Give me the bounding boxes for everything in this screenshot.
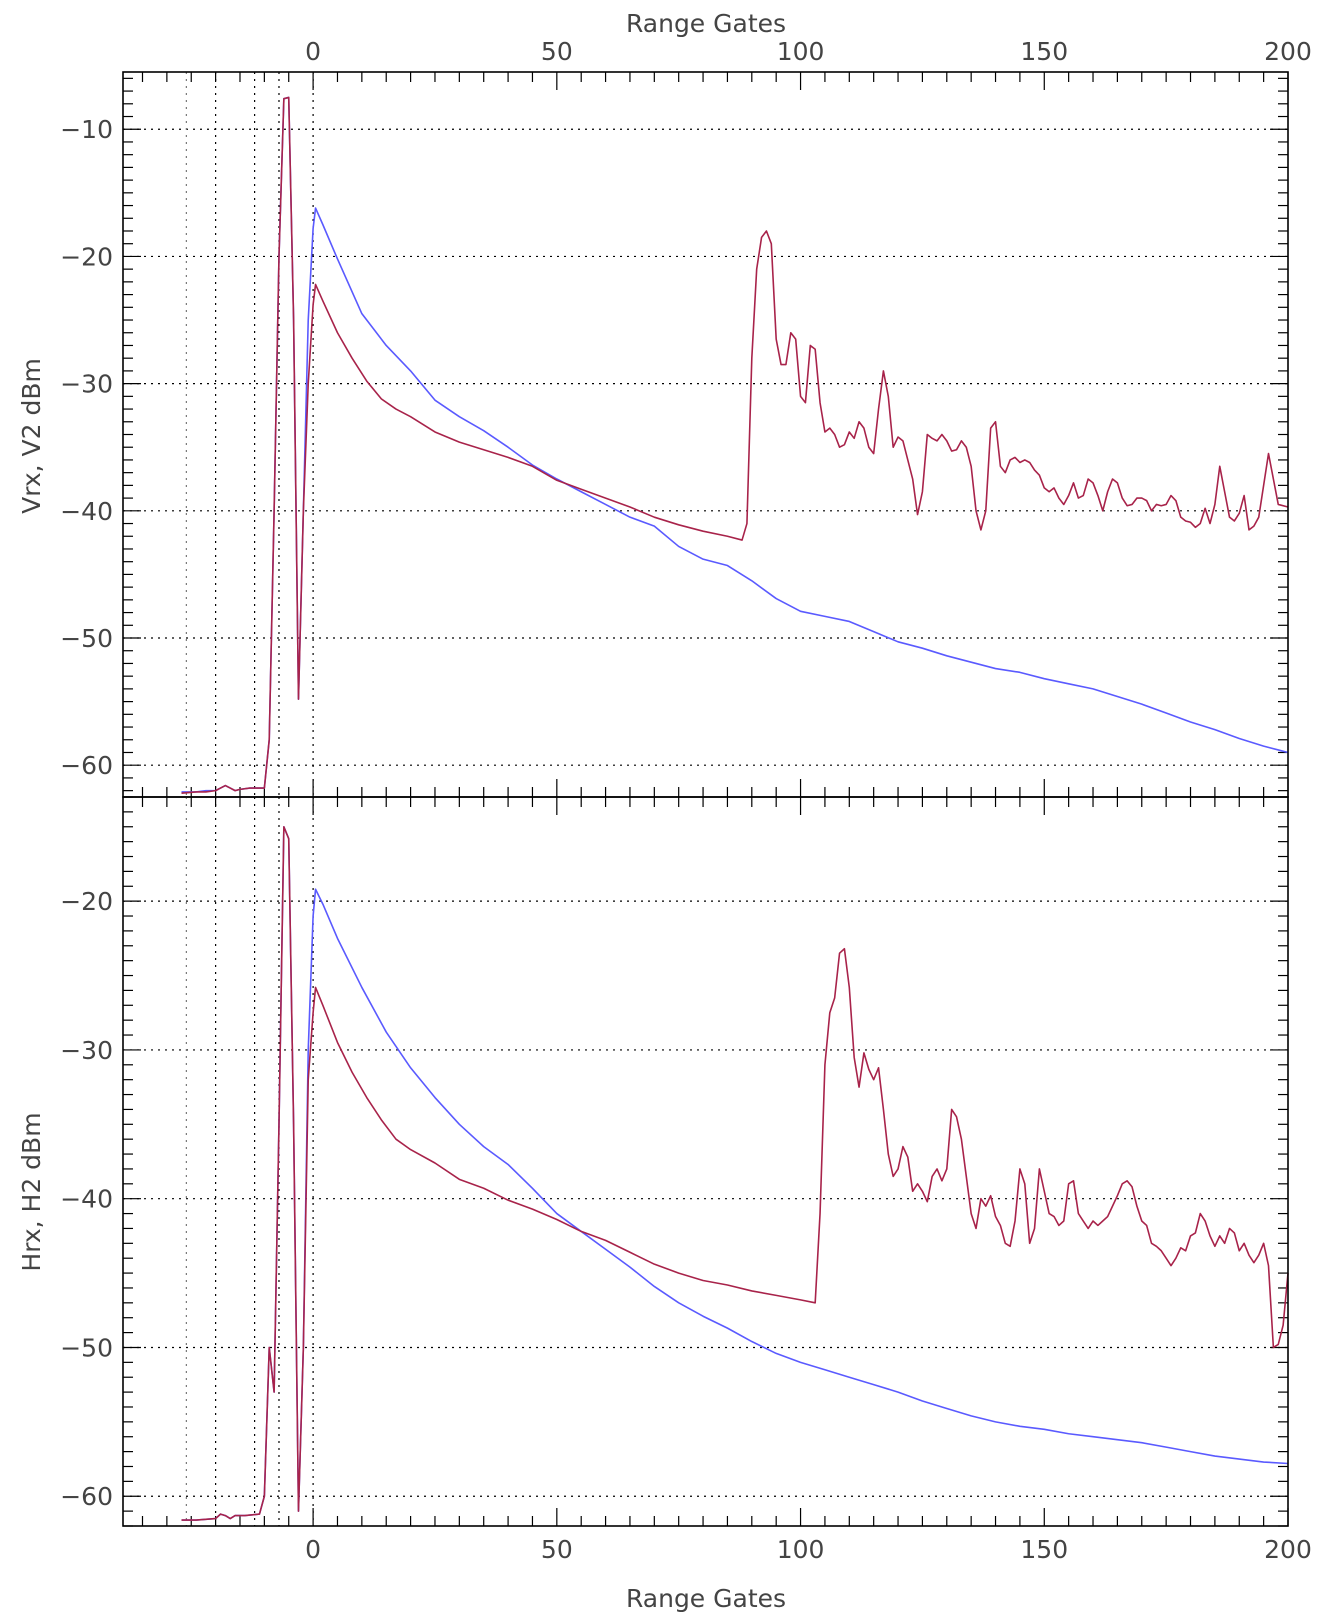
panel-2-y-tick-label: −20: [60, 887, 113, 916]
panel-1-series-red-line: [181, 96, 1289, 794]
panel-1-y-tick-label: −20: [60, 242, 113, 271]
panel-2-y-tick-label: −60: [60, 1482, 113, 1511]
top-x-tick-label: 100: [777, 37, 825, 66]
panel-1-y-axis-title: Vrx, V2 dBm: [17, 358, 46, 514]
bottom-x-tick-label: 100: [777, 1535, 825, 1564]
panel-1-y-tick-label: −60: [60, 751, 113, 780]
bottom-x-tick-label: 200: [1264, 1535, 1312, 1564]
panel-2-y-axis-title: Hrx, H2 dBm: [17, 1112, 46, 1271]
top-x-tick-label: 200: [1264, 37, 1312, 66]
panel-1-y-tick-label: −50: [60, 624, 113, 653]
panel-1-y-tick-label: −30: [60, 370, 113, 399]
bottom-x-tick-label: 0: [305, 1535, 321, 1564]
plot-layer: −60 −50 −40 −30 −20 −10 −60 −50 −40 −30 −20 0 0 50 50 1…: [60, 37, 1312, 1564]
bottom-x-tick-label: 150: [1020, 1535, 1068, 1564]
panel-2-y-tick-label: −40: [60, 1185, 113, 1214]
top-x-axis-title: Range Gates: [626, 9, 786, 38]
panel-1-y-tick-label: −10: [60, 115, 113, 144]
top-x-tick-label: 50: [541, 37, 573, 66]
panel-2-y-tick-label: −50: [60, 1333, 113, 1362]
bottom-x-axis-title: Range Gates: [626, 1584, 786, 1613]
top-x-tick-label: 0: [305, 37, 321, 66]
panel-2-series-red-line: [181, 825, 1289, 1521]
top-x-tick-label: 150: [1020, 37, 1068, 66]
bottom-x-tick-label: 50: [541, 1535, 573, 1564]
panel-1-y-tick-label: −40: [60, 497, 113, 526]
panel-2-y-tick-label: −30: [60, 1036, 113, 1065]
panel-2-frame: [122, 796, 1289, 1527]
